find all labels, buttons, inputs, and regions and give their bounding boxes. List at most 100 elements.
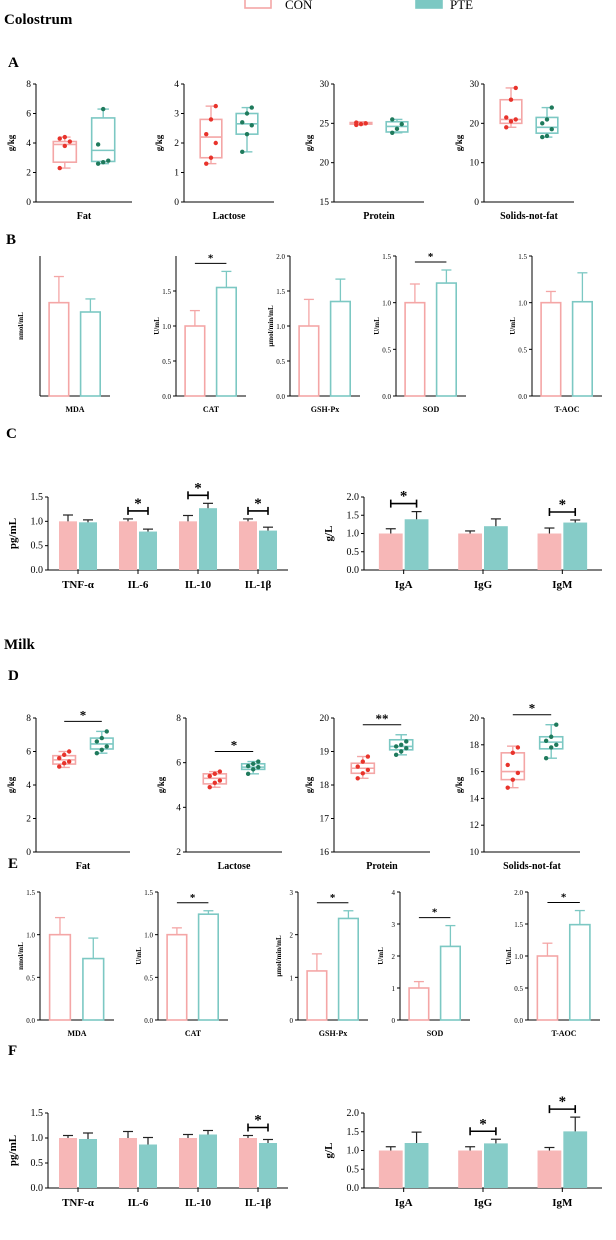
y-tick-label-a4: 20 — [470, 119, 480, 129]
data-point-a3-con — [363, 121, 368, 126]
y-axis-label-a4: g/kg — [454, 134, 464, 151]
panel-label-a: A — [8, 55, 19, 71]
y-tick-label-e4: 1 — [392, 985, 396, 993]
y-tick-label-e2: 1.0 — [144, 932, 153, 940]
data-point-d4-pte — [543, 738, 549, 743]
chart-d1: 0 2 4 6 8 g/kg Fat * — [6, 707, 130, 872]
bar-c1-con — [59, 521, 77, 570]
data-point-d3-pte — [404, 745, 409, 751]
y-tick-label-e5: 0.0 — [514, 1017, 523, 1025]
bar-c1-con — [179, 521, 197, 570]
data-point-d3-pte — [399, 742, 404, 747]
data-point-d1-con — [57, 756, 62, 761]
bar-c2-pte — [404, 519, 429, 570]
box-d4-con — [500, 752, 526, 781]
chart-b4: 0.0 0.5 1.0 1.5 U/mL SOD * — [373, 251, 466, 414]
data-point-d2-con — [212, 771, 217, 777]
y-axis-label-d3: g/kg — [304, 776, 314, 793]
y-axis-label-d1: g/kg — [6, 776, 16, 793]
panel-label-e: E — [8, 856, 18, 872]
chart-e2: 0.0 0.5 1.0 1.5 U/mL CAT * — [135, 889, 228, 1038]
bar-c2-con — [458, 533, 482, 570]
bar-f1-pte — [199, 1134, 217, 1188]
data-point-d2-con — [207, 785, 212, 790]
y-tick-label-d3: 16 — [320, 848, 330, 858]
chart-d4: 10 12 14 16 18 20 g/kg Solids-not-fat * — [454, 701, 580, 872]
sig-marker-c2: * — [400, 489, 408, 505]
panel-label-b: B — [6, 232, 16, 248]
y-tick-label-f1: 0.5 — [31, 1158, 44, 1169]
section-title-milk: Milk — [4, 637, 35, 653]
data-point-a4-pte — [549, 105, 554, 110]
data-point-a2-con — [208, 155, 214, 160]
box-a2-con — [199, 118, 223, 159]
box-a1-pte — [90, 117, 116, 163]
bar-f1-con — [239, 1138, 257, 1188]
data-point-a2-con — [204, 161, 209, 166]
y-tick-label-f1: 0.0 — [31, 1183, 44, 1194]
data-point-a4-pte — [544, 133, 550, 139]
bar-b2-pte — [215, 286, 238, 397]
y-tick-label-d4: 10 — [470, 848, 480, 858]
panel-label-d: D — [8, 668, 19, 684]
data-point-a4-pte — [544, 117, 550, 122]
y-tick-label-f2: 2.0 — [347, 1108, 360, 1119]
sig-marker-d2: * — [231, 738, 238, 753]
data-point-d1-con — [66, 749, 72, 754]
bar-b1-pte — [79, 311, 101, 397]
data-point-a4-con — [508, 119, 514, 124]
chart-b2: 0.0 0.5 1.0 1.5 U/mL CAT * — [153, 252, 246, 414]
sig-marker-d1: * — [80, 707, 87, 722]
y-tick-label-f2: 0.0 — [347, 1183, 360, 1194]
bar-b4-pte — [435, 282, 458, 397]
data-point-d4-pte — [543, 756, 549, 761]
data-point-a3-con — [354, 120, 359, 125]
y-axis-label-d4: g/kg — [454, 776, 464, 793]
legend-swatch-con — [244, 0, 272, 9]
data-point-a2-pte — [244, 111, 250, 116]
sig-marker-c1: * — [134, 496, 142, 512]
sig-marker-d3: ** — [376, 711, 389, 726]
data-point-d4-con — [515, 745, 521, 750]
bar-c1-pte — [139, 531, 157, 570]
y-axis-label-d2: g/kg — [156, 776, 166, 793]
y-tick-label-a2: 4 — [174, 80, 179, 90]
chart-e4: 0 1 2 3 4 U/mL SOD * — [377, 889, 470, 1038]
data-point-d3-pte — [393, 744, 399, 749]
y-axis-label-b5: U/mL — [509, 317, 517, 335]
y-tick-label-d4: 16 — [470, 768, 480, 778]
chart-a1: 0 2 4 6 8 g/kg Fat — [6, 80, 132, 222]
bar-b4-con — [404, 301, 426, 397]
box-a1-con — [52, 140, 78, 163]
x-axis-label-b3: GSH-Px — [311, 405, 339, 414]
y-tick-label-e5: 1.0 — [514, 953, 523, 961]
bar-c2-pte — [484, 526, 508, 570]
y-tick-label-b5: 0.5 — [518, 346, 527, 354]
bar-b5-con — [540, 301, 562, 397]
sig-marker-e2: * — [190, 892, 196, 904]
y-tick-label-b2: 0.5 — [162, 358, 171, 366]
y-tick-label-c1: 1.5 — [31, 492, 44, 503]
data-point-a4-pte — [540, 134, 545, 140]
bar-c1-pte — [79, 522, 97, 570]
bar-e5-con — [536, 955, 559, 1021]
data-point-a4-con — [513, 85, 518, 91]
y-axis-label-c2: g/L — [323, 526, 335, 542]
bar-f2-con — [378, 1150, 403, 1188]
y-tick-label-d3: 19 — [320, 748, 330, 758]
sig-marker-e4: * — [432, 907, 438, 919]
chart-f2: 0.0 0.5 1.0 1.5 2.0 g/L IgA IgG * IgM * — [323, 1094, 602, 1209]
bar-e1-con — [48, 933, 72, 1021]
sig-marker-d4: * — [529, 701, 536, 716]
y-tick-label-c2: 1.0 — [347, 529, 360, 540]
sig-marker-b4: * — [428, 251, 434, 263]
data-point-a4-pte — [540, 121, 545, 126]
data-point-a4-con — [513, 117, 518, 122]
data-point-d4-pte — [549, 745, 554, 750]
x-axis-label-b4: SOD — [423, 405, 440, 414]
y-tick-label-d3: 18 — [320, 781, 330, 791]
y-tick-label-d1: 2 — [26, 815, 31, 825]
chart-a2: 0 1 2 3 4 g/kg Lactose — [154, 80, 274, 222]
x-axis-label-e4: SOD — [427, 1029, 444, 1038]
y-tick-label-e3: 0 — [290, 1017, 294, 1025]
